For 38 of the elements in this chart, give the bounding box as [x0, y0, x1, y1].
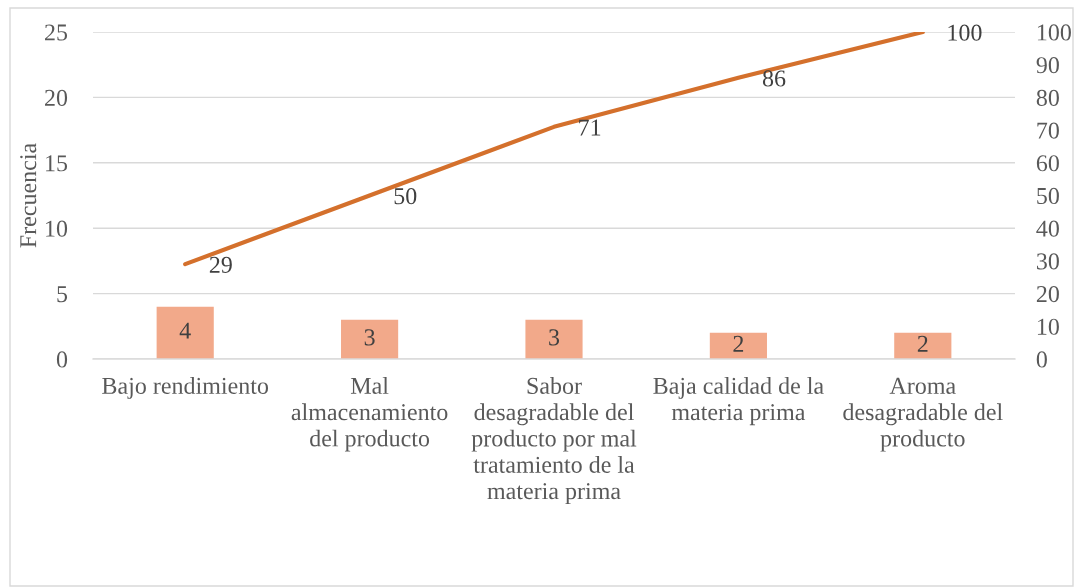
x-tick-label: Mal almacenamiento del producto [291, 377, 448, 452]
y-tick-label: 5 [57, 286, 68, 303]
bar [341, 319, 399, 359]
y2-tick-label: 20 [1036, 285, 1059, 303]
data-label: 3 [364, 329, 375, 346]
y-tick-label: 20 [45, 89, 68, 106]
bar [709, 332, 767, 359]
data-label: 29 [209, 256, 232, 273]
y-axis-title: Frecuencia [20, 143, 37, 248]
data-label: 86 [762, 70, 786, 87]
y-tick-label: 0 [56, 351, 68, 368]
x-tick-label: Baja calidad de la materia prima [653, 377, 824, 426]
y2-tick-label: 80 [1036, 89, 1059, 106]
y2-tick-label: 40 [1036, 220, 1059, 237]
data-label: 2 [917, 335, 928, 352]
data-label: 4 [179, 322, 191, 339]
x-tick-label: Aroma desagradable del producto [843, 377, 1003, 452]
y2-tick-label: 30 [1036, 253, 1059, 270]
y2-tick-label: 0 [1036, 351, 1047, 368]
bar [156, 306, 214, 359]
y-tick-label: 10 [46, 220, 68, 237]
bar [525, 319, 583, 359]
y2-tick-label: 60 [1036, 155, 1059, 172]
y-tick-label: 15 [46, 155, 68, 172]
y-tick-label: 25 [45, 24, 68, 41]
x-tick-label: Bajo rendimiento [102, 377, 269, 399]
y2-tick-label: 90 [1036, 57, 1059, 74]
x-tick-label: Sabor desagradable del producto por mal tratamiento de la materia prima [471, 377, 637, 505]
data-label: 71 [579, 119, 601, 136]
data-label: 2 [733, 335, 744, 352]
data-label: 100 [948, 24, 982, 41]
y2-tick-label: 70 [1037, 122, 1059, 139]
y2-tick-label: 10 [1037, 318, 1059, 335]
bar [894, 332, 952, 359]
data-label: 3 [549, 329, 560, 346]
y2-tick-label: 100 [1037, 24, 1071, 41]
y2-tick-label: 50 [1037, 187, 1059, 205]
data-label: 50 [394, 188, 417, 205]
